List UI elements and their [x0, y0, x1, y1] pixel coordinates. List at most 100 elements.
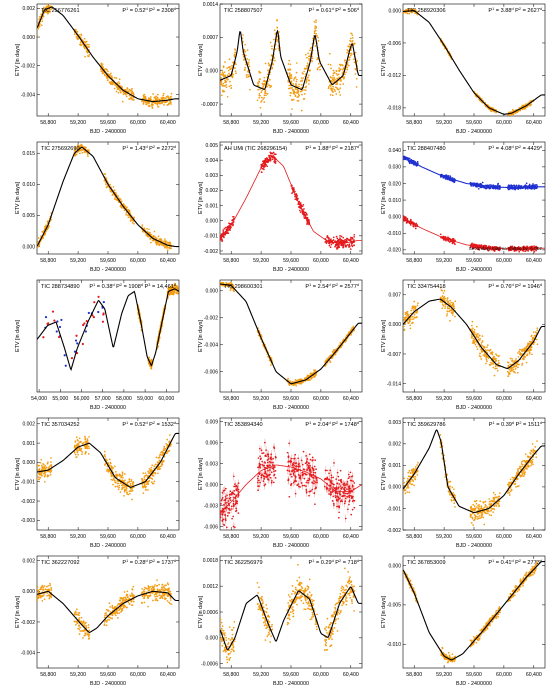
- data-point: [145, 103, 148, 106]
- data-point: [247, 61, 250, 64]
- data-point: [529, 248, 532, 251]
- data-point: [521, 108, 524, 110]
- data-point: [339, 68, 342, 71]
- data-point: [336, 83, 339, 85]
- data-point: [168, 287, 171, 290]
- data-point: [169, 291, 171, 294]
- data-point: [230, 87, 233, 89]
- data-point: [329, 63, 332, 66]
- data-point: [295, 71, 298, 74]
- data-point: [87, 155, 89, 157]
- data-point: [247, 63, 250, 65]
- data-point: [106, 184, 109, 187]
- data-point: [345, 239, 348, 242]
- data-point: [164, 240, 167, 243]
- data-point: [144, 96, 147, 98]
- data-point: [268, 78, 271, 81]
- data-point: [345, 66, 348, 68]
- data-point: [88, 46, 91, 48]
- data-point: [316, 67, 319, 70]
- data-point: [44, 315, 48, 319]
- data-point: [412, 159, 415, 162]
- data-point: [478, 99, 481, 102]
- data-point: [76, 144, 79, 147]
- data-point: [225, 86, 228, 89]
- data-point: [318, 66, 320, 69]
- data-point: [332, 236, 335, 239]
- data-point: [157, 345, 160, 348]
- data-point: [223, 227, 226, 230]
- data-point: [224, 61, 226, 63]
- data-point: [308, 58, 311, 60]
- data-point: [260, 96, 263, 99]
- data-point: [330, 238, 332, 241]
- data-point: [235, 72, 237, 75]
- data-point: [273, 160, 276, 163]
- data-point: [146, 227, 148, 230]
- data-point: [265, 94, 267, 97]
- data-point: [172, 289, 174, 292]
- model-curve: [220, 29, 362, 91]
- x-tick-label: 58,800: [406, 258, 422, 264]
- data-point: [168, 102, 170, 105]
- data-point: [224, 75, 227, 78]
- data-point: [223, 71, 226, 74]
- data-point: [343, 76, 345, 78]
- data-point: [309, 49, 311, 52]
- data-point: [244, 66, 247, 69]
- data-point: [348, 244, 350, 247]
- data-point: [307, 64, 310, 66]
- x-tick-label: 59,200: [436, 120, 452, 126]
- data-point: [295, 193, 298, 196]
- data-point: [406, 217, 409, 220]
- data-point: [83, 37, 86, 40]
- data-point: [348, 243, 351, 246]
- data-point: [76, 37, 78, 40]
- data-point: [304, 211, 307, 214]
- data-point: [223, 285, 226, 288]
- data-point: [342, 241, 344, 243]
- data-point: [342, 83, 345, 85]
- data-point: [102, 313, 105, 316]
- data-point: [533, 246, 535, 249]
- data-point: [442, 235, 445, 238]
- data-point: [267, 62, 270, 65]
- data-point: [511, 245, 514, 248]
- data-point: [256, 81, 259, 84]
- data-point: [151, 103, 153, 106]
- data-point: [131, 95, 133, 98]
- data-point: [405, 222, 408, 224]
- x-tick-label: 60,400: [526, 120, 542, 126]
- data-point: [267, 161, 269, 163]
- data-point: [170, 92, 173, 95]
- data-point: [75, 153, 77, 156]
- data-point: [299, 202, 302, 204]
- panel-3: 58,800 59,200 59,600 60,000 60,4000.000-0.00…: [381, 3, 546, 135]
- x-tick-label: 60,400: [526, 258, 542, 264]
- data-point: [485, 105, 487, 108]
- data-point: [105, 68, 107, 70]
- data-point: [232, 223, 234, 226]
- x-tick-label: 59,600: [283, 396, 299, 402]
- data-point: [166, 246, 169, 248]
- data-point: [149, 96, 152, 98]
- data-point: [220, 77, 222, 79]
- data-point: [471, 247, 474, 249]
- data-point: [220, 73, 222, 76]
- data-point: [220, 83, 223, 86]
- y-axis-label: ETV [in days]: [198, 181, 204, 214]
- y-tick-label: 0.003: [205, 173, 218, 179]
- data-point: [288, 72, 291, 74]
- data-point: [332, 74, 334, 77]
- data-point: [45, 224, 47, 227]
- data-point: [106, 76, 109, 79]
- data-point: [524, 246, 527, 249]
- x-tick-label: 60,400: [160, 258, 176, 264]
- data-point: [307, 52, 309, 55]
- data-point: [142, 102, 145, 104]
- data-points: [37, 282, 179, 371]
- data-point: [263, 101, 266, 103]
- data-point: [46, 322, 49, 325]
- data-point: [524, 250, 527, 253]
- x-tick-label: 59,600: [283, 120, 299, 126]
